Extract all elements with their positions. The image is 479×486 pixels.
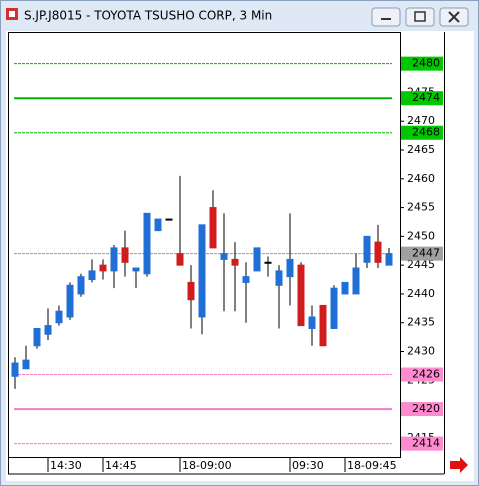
candle-body: [374, 241, 382, 263]
level-label: 2426: [412, 368, 440, 381]
y-tick-label: 2450: [407, 229, 435, 242]
level-box: [401, 56, 443, 71]
candle-body: [363, 235, 371, 263]
level-label: 2420: [412, 402, 440, 415]
candle-body: [66, 284, 74, 318]
minimize-button[interactable]: [371, 7, 401, 27]
candle-body: [132, 267, 140, 272]
candle-body: [154, 218, 162, 232]
plot-layer: 2415242024252430243524402445245024552460…: [11, 56, 443, 472]
candle-body: [22, 359, 30, 370]
x-tick-label: 14:30: [50, 459, 82, 472]
y-tick-label: 2440: [407, 287, 435, 300]
candle-body: [110, 247, 118, 272]
candle-body: [352, 267, 360, 295]
candle-body: [121, 247, 129, 263]
candle-body: [55, 310, 63, 324]
candle-body: [143, 212, 151, 275]
level-label: 2474: [412, 91, 440, 104]
close-icon: [448, 11, 460, 23]
candle-body: [297, 264, 305, 327]
x-tick-label: 18-09:00: [182, 459, 232, 472]
candle-body: [11, 362, 19, 377]
y-tick-label: 2435: [407, 316, 435, 329]
candle-body: [99, 264, 107, 272]
candle-body: [231, 258, 239, 266]
level-label: 2414: [412, 437, 440, 450]
candle-body: [88, 270, 96, 281]
candle-body: [253, 247, 261, 272]
candle-body: [242, 276, 250, 283]
candle-body: [220, 253, 228, 260]
level-box: [401, 367, 443, 382]
candle-body: [33, 327, 41, 347]
y-tick-label: 2455: [407, 201, 435, 214]
y-tick-label: 2470: [407, 114, 435, 127]
candle-body: [308, 316, 316, 329]
window-title: S.JP.J8015 - TOYOTA TSUSHO CORP, 3 Min: [24, 9, 272, 23]
window-buttons: [371, 7, 469, 27]
y-tick-label: 2445: [407, 258, 435, 271]
maximize-button[interactable]: [405, 7, 435, 27]
candle-body: [286, 258, 294, 278]
y-tick-label: 2430: [407, 345, 435, 358]
level-label: 2480: [412, 57, 440, 70]
candle-body: [385, 253, 393, 266]
level-box: [401, 91, 443, 106]
candle-body: [264, 261, 272, 264]
y-tick-label: 2465: [407, 143, 435, 156]
candle-body: [209, 207, 217, 249]
candle-body: [319, 304, 327, 347]
candle-body: [330, 287, 338, 329]
x-tick-label: 09:30: [292, 459, 324, 472]
y-tick-label: 2460: [407, 172, 435, 185]
maximize-icon: [414, 11, 426, 22]
candle-body: [187, 281, 195, 301]
level-label: 2468: [412, 126, 440, 139]
x-tick-label: 14:45: [105, 459, 137, 472]
candle-body: [275, 270, 283, 286]
candle-body: [198, 224, 206, 318]
candle-body: [341, 281, 349, 295]
x-tick-label: 18-09:45: [347, 459, 397, 472]
candle-body: [165, 218, 173, 221]
candle-body: [176, 253, 184, 266]
level-box: [401, 125, 443, 140]
scroll-arrow[interactable]: [450, 457, 468, 473]
level-box: [401, 436, 443, 451]
level-box: [401, 402, 443, 417]
candle-body: [44, 325, 52, 335]
app-icon-inner: [9, 11, 15, 17]
level-label: 2447: [412, 247, 440, 260]
candle-body: [77, 276, 85, 295]
level-box: [401, 246, 443, 261]
